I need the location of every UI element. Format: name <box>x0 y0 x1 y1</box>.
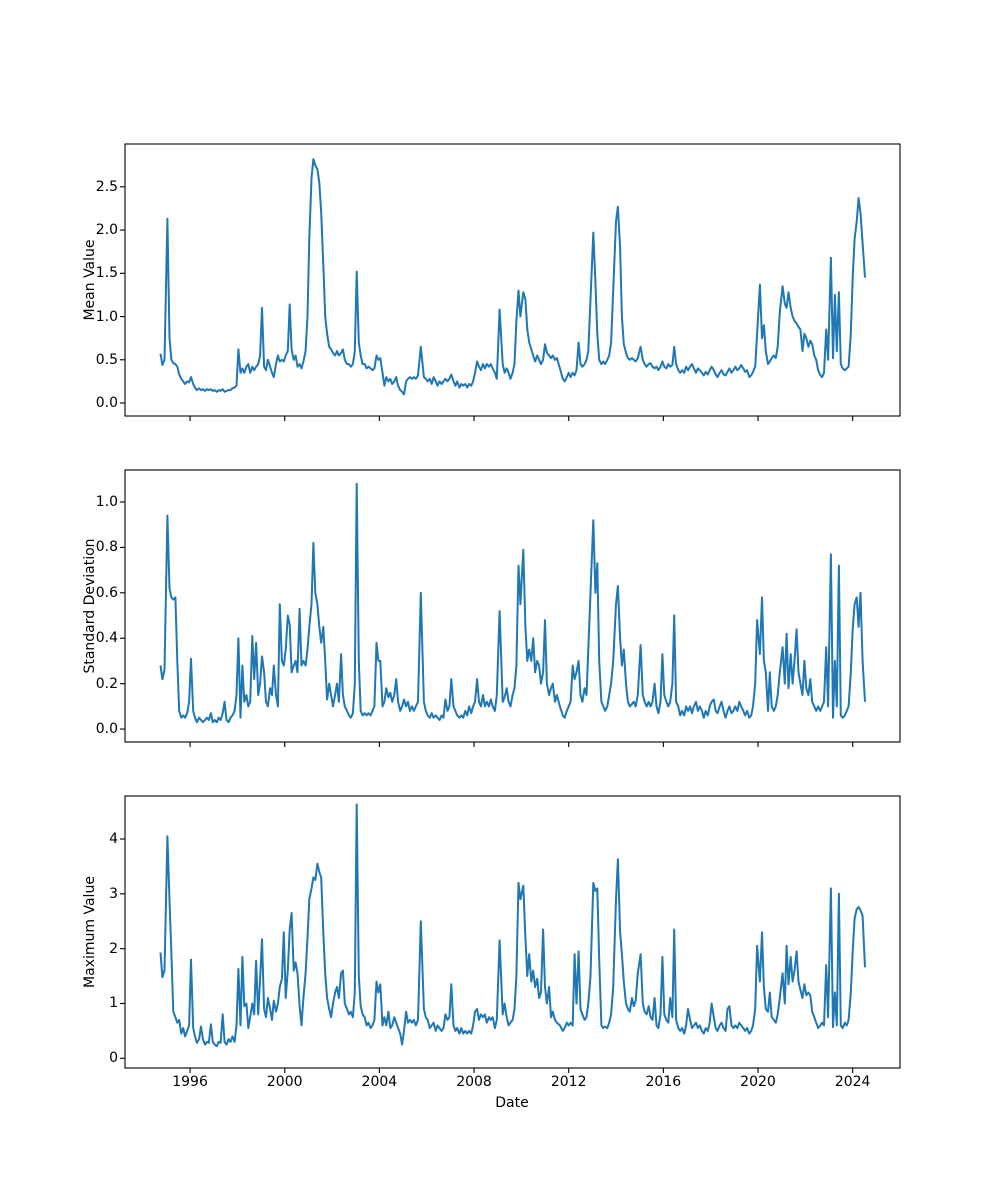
data-line-2 <box>159 803 866 1048</box>
plot-frame-0 <box>124 143 901 417</box>
plot-frame-2 <box>124 795 901 1069</box>
y-tick-label: 0.4 <box>95 630 118 647</box>
subplot-1 <box>120 469 901 747</box>
plot-frame-1 <box>124 469 901 743</box>
y-axis-label-std: Standard Deviation <box>82 538 98 674</box>
x-tick-label: 2008 <box>456 1074 492 1090</box>
x-tick-label: 1996 <box>172 1074 208 1090</box>
y-tick-label: 2.5 <box>95 178 118 195</box>
y-tick-label: 1.0 <box>95 494 118 510</box>
data-line-0 <box>159 158 866 396</box>
y-tick-label: 0.8 <box>95 539 118 556</box>
x-tick-label: 2016 <box>645 1074 682 1090</box>
x-tick-label: 2020 <box>740 1074 776 1090</box>
subplot-0 <box>120 143 901 421</box>
y-tick-label: 4 <box>109 831 118 848</box>
y-tick-label: 0.5 <box>95 351 118 368</box>
x-tick-label: 2012 <box>550 1074 587 1090</box>
y-tick-label: 1 <box>109 995 118 1012</box>
y-tick-label: 0.0 <box>95 721 118 738</box>
y-tick-label: 1.0 <box>95 308 118 325</box>
subplot-2 <box>120 795 901 1073</box>
y-tick-label: 3 <box>109 885 118 902</box>
y-tick-label: 1.5 <box>95 265 118 282</box>
y-tick-label: 0.2 <box>95 675 118 692</box>
y-tick-label: 0 <box>109 1050 118 1067</box>
x-tick-label: 2024 <box>834 1074 871 1090</box>
y-tick-label: 2.0 <box>95 222 118 239</box>
x-axis-label: Date <box>495 1095 529 1111</box>
x-tick-label: 2004 <box>361 1074 398 1090</box>
x-tick-label: 2000 <box>266 1074 303 1090</box>
y-tick-label: 2 <box>109 940 118 957</box>
y-tick-label: 0.0 <box>95 395 118 412</box>
y-tick-label: 0.6 <box>95 584 118 601</box>
data-line-1 <box>159 482 866 724</box>
